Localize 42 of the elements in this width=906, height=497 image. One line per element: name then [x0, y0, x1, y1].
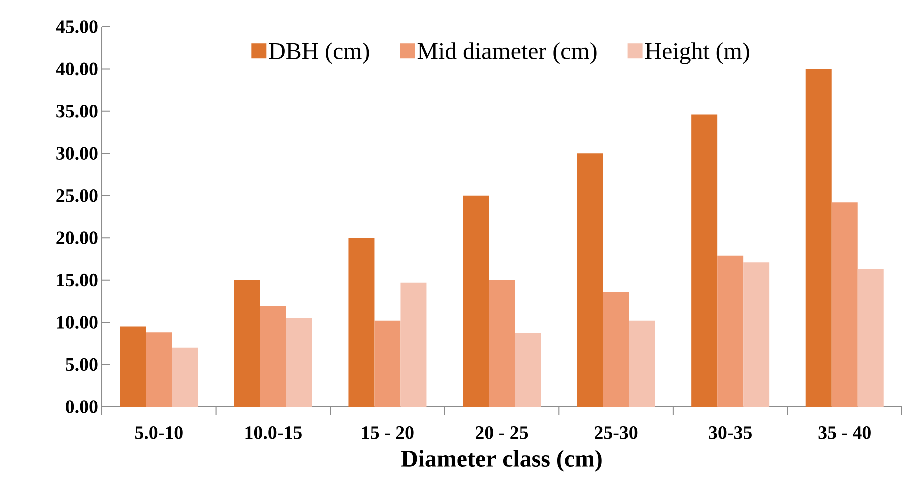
bar	[374, 320, 401, 407]
bar	[832, 202, 858, 407]
y-tick-label: 15.00	[57, 274, 98, 287]
x-axis-title: Diameter class (cm)	[402, 450, 602, 472]
y-tick-label: 0.00	[66, 400, 98, 414]
x-tick-label: 30-35	[709, 426, 752, 440]
y-tick-label: 40.00	[56, 62, 98, 76]
y-tick-label: 10.00	[57, 316, 98, 329]
y-tick-label: 20.00	[56, 232, 98, 245]
bar	[806, 69, 832, 407]
x-tick-label: 15 - 20	[362, 426, 414, 440]
legend-label: Height (m)	[645, 42, 750, 64]
y-tick-label: 25.00	[56, 189, 98, 202]
bar	[172, 348, 198, 407]
bar	[260, 306, 286, 407]
legend-label: DBH (cm)	[269, 42, 370, 64]
x-tick-label: 10.0-15	[246, 426, 302, 440]
bar	[718, 256, 744, 407]
bar	[489, 280, 516, 407]
bar	[577, 154, 604, 407]
bar	[463, 196, 490, 407]
bar	[348, 238, 375, 407]
y-tick-label: 5.00	[66, 358, 98, 372]
x-tick-label: 35 - 40	[818, 426, 871, 440]
bar	[858, 269, 884, 407]
bar	[146, 332, 172, 407]
bar	[515, 334, 542, 407]
x-tick-label: 20 - 25	[476, 426, 528, 440]
bar	[629, 320, 656, 407]
bar	[120, 326, 146, 407]
bar	[400, 282, 427, 407]
x-tick-label: 5.0-10	[135, 426, 183, 440]
bar	[286, 318, 312, 407]
bar	[603, 292, 630, 407]
y-tick-label: 35.00	[56, 105, 98, 118]
y-tick-label: 30.00	[56, 147, 98, 160]
y-tick-label: 45.00	[56, 20, 98, 34]
bar	[692, 114, 718, 407]
x-tick-label: 25-30	[595, 426, 638, 440]
bar	[234, 280, 260, 407]
legend-label: Mid diameter (cm)	[418, 42, 597, 64]
bar	[744, 262, 770, 407]
